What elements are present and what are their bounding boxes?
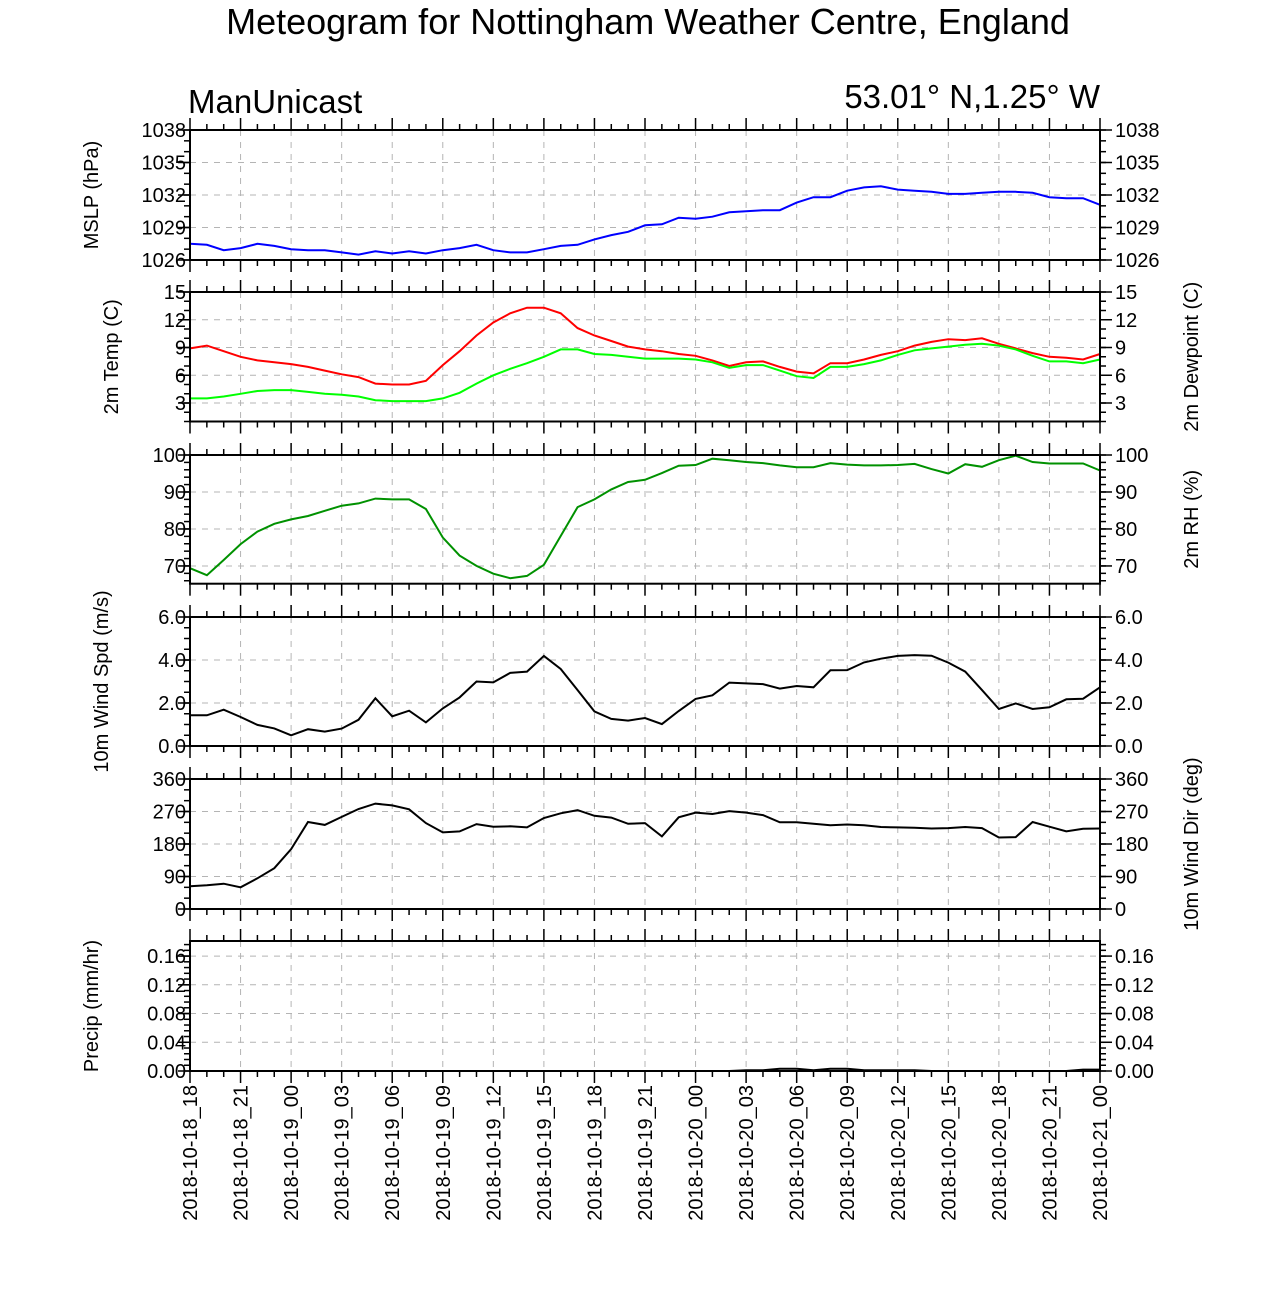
x-tick-label: 2018-10-21_00: [1090, 1085, 1112, 1221]
y-tick-label-left: 90: [164, 482, 186, 504]
series-line-2m-rh: [189, 454, 1101, 580]
y-tick-label-right: 1035: [1115, 153, 1160, 175]
y-tick-label-right: 80: [1115, 519, 1137, 541]
y-tick-label-left: 1038: [142, 120, 187, 142]
y-tick-label-left: 0.12: [147, 975, 186, 997]
series-line-10m-wind-speed: [190, 654, 1101, 737]
y-tick-label-right: 180: [1115, 834, 1148, 856]
panel-2: 70 70 80 80 90 90 100 100 2m RH (%): [153, 443, 1203, 596]
y-tick-label-right: 1026: [1115, 250, 1160, 272]
y-tick-label-left: 0.16: [147, 946, 186, 968]
x-tick-label: 2018-10-20_15: [938, 1085, 960, 1221]
y-tick-label-left: 12: [164, 310, 186, 332]
y-tick-label-right: 0.16: [1115, 946, 1154, 968]
y-tick-label-right: 360: [1115, 769, 1148, 791]
y-tick-label-left: 180: [153, 834, 186, 856]
y-tick-label-right: 100: [1115, 445, 1148, 467]
y-tick-label-right: 0.00: [1115, 1061, 1154, 1083]
x-tick-label: 2018-10-19_15: [534, 1085, 556, 1221]
panel-0: 1026 1026 1029 1029 1032 1032 1035 1035 1038 1038…: [81, 118, 1160, 272]
y-tick-label-left: 0.00: [147, 1061, 186, 1083]
y-axis-label-left: MSLP (hPa): [81, 141, 103, 250]
y-tick-label-left: 0.08: [147, 1004, 186, 1026]
panel-4: 0 0 90 90 180 180 270 270 360 360 10m Wind Dir (de…: [153, 757, 1203, 930]
y-tick-label-right: 4.0: [1115, 650, 1143, 672]
panels: 1026 1026 1029 1029 1032 1032 1035 1035 1038 1038…: [81, 118, 1203, 1221]
y-axis-label-right: 2m RH (%): [1181, 470, 1203, 569]
y-tick-label-left: 360: [153, 769, 186, 791]
y-tick-label-right: 6.0: [1115, 607, 1143, 629]
series-line-2m-temp: [189, 306, 1101, 386]
x-tick-label: 2018-10-20_06: [787, 1085, 809, 1221]
y-tick-label-right: 0.0: [1115, 736, 1143, 758]
y-tick-label-left: 90: [164, 867, 186, 889]
y-tick-label-right: 12: [1115, 310, 1137, 332]
x-tick-label: 2018-10-19_21: [635, 1085, 657, 1221]
y-tick-label-right: 90: [1115, 867, 1137, 889]
y-tick-label-left: 0.0: [158, 736, 186, 758]
chart-title: Meteogram for Nottingham Weather Centre,…: [226, 1, 1070, 42]
y-tick-label-right: 1038: [1115, 120, 1160, 142]
model-name: ManUnicast: [188, 83, 362, 120]
y-tick-label-left: 1026: [142, 250, 187, 272]
panel-5: 0.00 0.00 0.04 0.04 0.08 0.08 0.12 0.12 0.16 0.16…: [81, 929, 1154, 1083]
y-tick-label-left: 6: [175, 365, 186, 387]
y-tick-label-left: 100: [153, 445, 186, 467]
y-tick-label-right: 2.0: [1115, 693, 1143, 715]
y-tick-label-right: 1032: [1115, 185, 1160, 207]
y-tick-label-right: 3: [1115, 393, 1126, 415]
x-tick-label: 2018-10-19_03: [332, 1085, 354, 1221]
x-tick-label: 2018-10-20_21: [1039, 1085, 1061, 1221]
x-tick-label: 2018-10-18_21: [231, 1085, 253, 1221]
y-axis-label-right: 10m Wind Dir (deg): [1181, 757, 1203, 930]
y-tick-label-left: 1029: [142, 218, 187, 240]
series-line-mslp: [189, 185, 1101, 256]
y-axis-label-right: 2m Dewpoint (C): [1181, 282, 1203, 432]
x-tick-label: 2018-10-20_12: [888, 1085, 910, 1221]
y-tick-label-right: 9: [1115, 338, 1126, 360]
y-tick-label-left: 9: [175, 338, 186, 360]
x-tick-label: 2018-10-19_09: [433, 1085, 455, 1221]
y-tick-label-right: 0.12: [1115, 975, 1154, 997]
y-tick-label-left: 80: [164, 519, 186, 541]
x-tick-label: 2018-10-20_09: [837, 1085, 859, 1221]
y-axis-label-left: 10m Wind Spd (m/s): [91, 590, 113, 772]
y-axis-label-left: 2m Temp (C): [101, 299, 123, 414]
y-tick-label-left: 15: [164, 282, 186, 304]
panel-1: 3 3 6 6 9 9 12 12 15 15 2m Temp (C) 2m Dewpoint (C): [101, 280, 1203, 434]
panel-3: 0.0 0.0 2.0 2.0 4.0 4.0 6.0 6.0 10m Wind Spd (m/…: [91, 590, 1143, 772]
y-tick-label-right: 6: [1115, 365, 1126, 387]
y-tick-label-right: 0.08: [1115, 1004, 1154, 1026]
y-tick-label-left: 2.0: [158, 693, 186, 715]
series-line-10m-wind-direction: [189, 802, 1101, 889]
y-tick-label-left: 1032: [142, 185, 187, 207]
x-tick-label: 2018-10-19_18: [584, 1085, 606, 1221]
y-tick-label-left: 1035: [142, 153, 187, 175]
y-tick-label-right: 270: [1115, 802, 1148, 824]
y-tick-label-right: 0: [1115, 899, 1126, 921]
x-tick-label: 2018-10-19_12: [483, 1085, 505, 1221]
y-tick-label-left: 3: [175, 393, 186, 415]
x-tick-label: 2018-10-20_18: [989, 1085, 1011, 1221]
location-coordinates: 53.01° N,1.25° W: [844, 78, 1101, 115]
y-tick-label-left: 270: [153, 802, 186, 824]
y-tick-label-left: 4.0: [158, 650, 186, 672]
y-tick-label-right: 15: [1115, 282, 1137, 304]
y-tick-label-right: 1029: [1115, 218, 1160, 240]
y-tick-label-left: 0: [175, 899, 186, 921]
y-axis-label-left: Precip (mm/hr): [81, 940, 103, 1072]
series-line-2m-dewpoint: [190, 342, 1101, 403]
x-tick-label: 2018-10-18_18: [180, 1085, 202, 1221]
x-tick-label: 2018-10-19_06: [382, 1085, 404, 1221]
x-tick-label: 2018-10-20_00: [686, 1085, 708, 1221]
x-tick-label: 2018-10-19_00: [281, 1085, 303, 1221]
y-tick-label-left: 0.04: [147, 1032, 186, 1054]
y-tick-label-right: 70: [1115, 556, 1137, 578]
y-tick-label-left: 70: [164, 556, 186, 578]
y-tick-label-right: 90: [1115, 482, 1137, 504]
y-tick-label-right: 0.04: [1115, 1032, 1154, 1054]
y-tick-label-left: 6.0: [158, 607, 186, 629]
x-tick-label: 2018-10-20_03: [736, 1085, 758, 1221]
